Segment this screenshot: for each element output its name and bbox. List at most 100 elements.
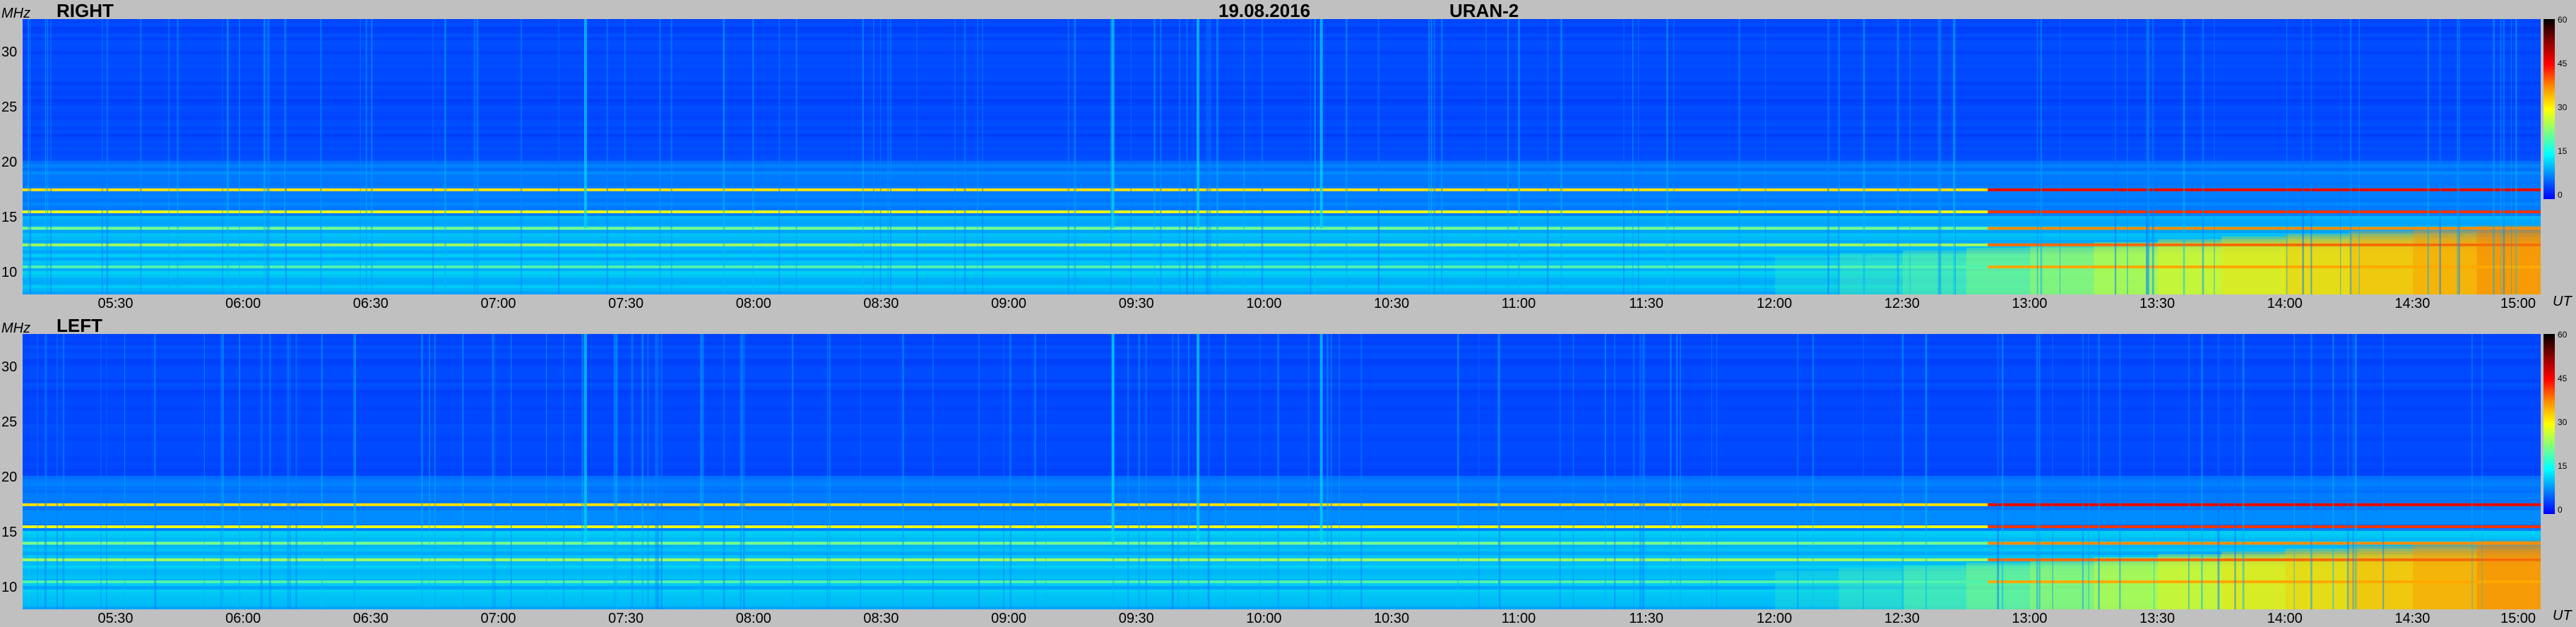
- spectrogram-band: [23, 530, 2541, 535]
- burst-feature: [1319, 334, 1323, 544]
- spectrogram-band: [23, 602, 2541, 607]
- spectrogram-band: [23, 575, 2541, 580]
- spectrogram-band: [23, 236, 2541, 240]
- broadband-spike: [140, 19, 142, 294]
- spectrogram-band: [23, 454, 2541, 459]
- spectrogram-band: [23, 437, 2541, 442]
- broadband-spike: [1243, 19, 1245, 294]
- intensity-region: [1966, 562, 2541, 609]
- spectrogram-band: [23, 382, 2541, 387]
- broadband-spike: [2310, 19, 2313, 294]
- spectrogram-band: [23, 126, 2541, 130]
- spectrogram-band: [23, 253, 2541, 258]
- spectrogram-band: [23, 568, 2541, 573]
- spectrogram-band: [23, 98, 2541, 102]
- broadband-spike: [287, 334, 290, 609]
- x-tick-label: 09:30: [1118, 611, 1154, 626]
- interference-line: [23, 580, 2541, 583]
- broadband-spike: [1839, 19, 1841, 294]
- spectrogram-band: [23, 364, 2541, 369]
- spectrogram-right: [23, 19, 2541, 294]
- broadband-spike: [647, 334, 649, 609]
- broadband-spike: [2119, 334, 2121, 609]
- spectrogram-band: [23, 150, 2541, 155]
- intensity-region: [2030, 559, 2541, 609]
- broadband-spike: [263, 19, 266, 294]
- x-tick-label: 08:30: [863, 296, 899, 311]
- spectrogram-band: [23, 506, 2541, 510]
- broadband-spike: [1711, 334, 1713, 609]
- broadband-spike: [1863, 19, 1865, 294]
- broadband-spike: [670, 19, 672, 294]
- spectrogram-band: [23, 337, 2541, 342]
- broadband-spike: [57, 334, 58, 609]
- broadband-spike: [2040, 19, 2043, 294]
- broadband-spike: [873, 19, 874, 294]
- broadband-spike: [155, 334, 157, 609]
- broadband-spike: [1572, 334, 1574, 609]
- broadband-spike: [615, 334, 618, 609]
- x-tick-label: 09:00: [991, 611, 1027, 626]
- spectrogram-band: [23, 256, 2541, 261]
- broadband-spike: [2500, 19, 2502, 294]
- spectrogram-band: [23, 108, 2541, 113]
- broadband-spike: [740, 334, 742, 609]
- broadband-spike: [239, 19, 240, 294]
- broadband-spike: [353, 334, 356, 609]
- broadband-spike: [701, 334, 704, 609]
- broadband-spike: [2038, 334, 2041, 609]
- broadband-spike: [1614, 334, 1616, 609]
- spectrogram-band: [23, 430, 2541, 435]
- broadband-spike: [239, 334, 241, 609]
- broadband-spike: [1003, 334, 1004, 609]
- x-tick-label: 10:30: [1374, 611, 1410, 626]
- spectrogram-band: [23, 434, 2541, 438]
- x-tick-label: 15:00: [2500, 611, 2536, 626]
- broadband-spike: [154, 334, 155, 609]
- spectrogram-band: [23, 492, 2541, 497]
- broadband-spike: [100, 334, 102, 609]
- broadband-spike: [1764, 19, 1767, 294]
- spectrogram-band: [23, 112, 2541, 117]
- broadband-spike: [1145, 334, 1147, 609]
- spectrogram-band: [23, 544, 2541, 549]
- broadband-spike: [1314, 19, 1317, 294]
- spectrogram-band: [23, 43, 2541, 47]
- broadband-spike: [2001, 334, 2004, 609]
- spectrogram-band: [23, 419, 2541, 424]
- broadband-spike: [1812, 334, 1814, 609]
- colorbar-tick-label: 15: [2558, 146, 2568, 156]
- spectrogram-band: [23, 588, 2541, 593]
- x-tick-label: 07:00: [480, 296, 516, 311]
- spectrogram-band: [23, 389, 2541, 393]
- spectrogram-band: [23, 465, 2541, 470]
- x-tick-label: 11:30: [1629, 611, 1663, 626]
- broadband-spike: [1716, 334, 1718, 609]
- spectrogram-band: [23, 184, 2541, 189]
- x-tick-label: 09:30: [1118, 296, 1154, 311]
- spectrogram-band: [23, 472, 2541, 476]
- burst-feature: [583, 19, 587, 229]
- broadband-spike: [1067, 19, 1069, 294]
- spectrogram-band: [23, 167, 2541, 172]
- broadband-spike: [444, 19, 446, 294]
- broadband-spike: [2127, 19, 2128, 294]
- spectrogram-band: [23, 395, 2541, 400]
- broadband-spike: [2146, 19, 2148, 294]
- panel-title-left: LEFT: [57, 315, 102, 336]
- spectrogram-band: [23, 47, 2541, 51]
- broadband-spike: [1045, 334, 1047, 609]
- spectrogram-band: [23, 232, 2541, 237]
- broadband-spike: [1546, 19, 1549, 294]
- x-tick-label: 14:00: [2267, 611, 2303, 626]
- spectrogram-band: [23, 32, 2541, 37]
- spectrogram-band: [23, 458, 2541, 462]
- spectrogram-band: [23, 280, 2541, 285]
- broadband-spike: [741, 334, 743, 609]
- broadband-spike: [2471, 334, 2473, 609]
- spectrogram-band: [23, 441, 2541, 445]
- spectrogram-band: [23, 358, 2541, 362]
- broadband-spike: [641, 334, 644, 609]
- spectrogram-band: [23, 564, 2541, 569]
- x-tick-label: 06:30: [352, 296, 388, 311]
